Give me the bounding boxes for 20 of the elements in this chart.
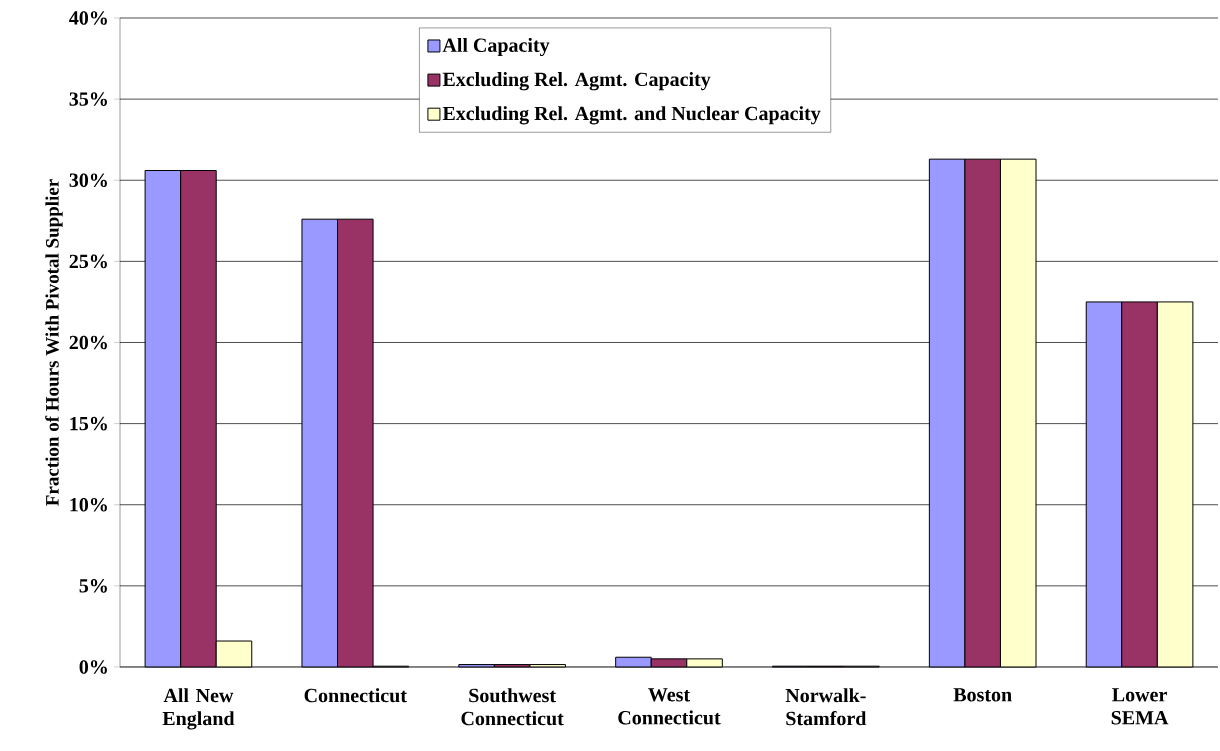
y-tick-label: 35% <box>69 92 107 106</box>
x-tick-label: Connecticut <box>304 688 407 703</box>
x-tick-label: Lower SEMA <box>1111 688 1169 725</box>
x-tick-label: Boston <box>953 688 1012 702</box>
y-tick-label: 15% <box>70 416 107 431</box>
legend-label: Excluding Rel. Agmt. Capacity <box>442 72 711 91</box>
x-tick-label: Norwalk-Stamford <box>785 688 867 726</box>
x-tick-label: Southwest Connecticut <box>461 688 564 726</box>
y-tick-label: 10% <box>70 497 107 512</box>
y-tick-label: 40% <box>69 11 107 25</box>
legend-label: All Capacity <box>442 37 550 57</box>
y-tick-label: 30% <box>69 173 107 188</box>
y-tick-label: 20% <box>69 335 107 350</box>
y-tick-label: 25% <box>69 254 107 269</box>
y-tick-label: 5% <box>79 579 107 593</box>
x-tick-label: All New England <box>162 688 235 730</box>
y-axis-title: Fraction of Hours With Pivotal Supplier <box>45 179 63 506</box>
x-tick-label: West Connecticut <box>618 688 721 725</box>
y-tick-label: 0% <box>79 660 107 674</box>
legend-label: Excluding Rel. Agmt. and Nuclear Capacity <box>442 106 821 125</box>
